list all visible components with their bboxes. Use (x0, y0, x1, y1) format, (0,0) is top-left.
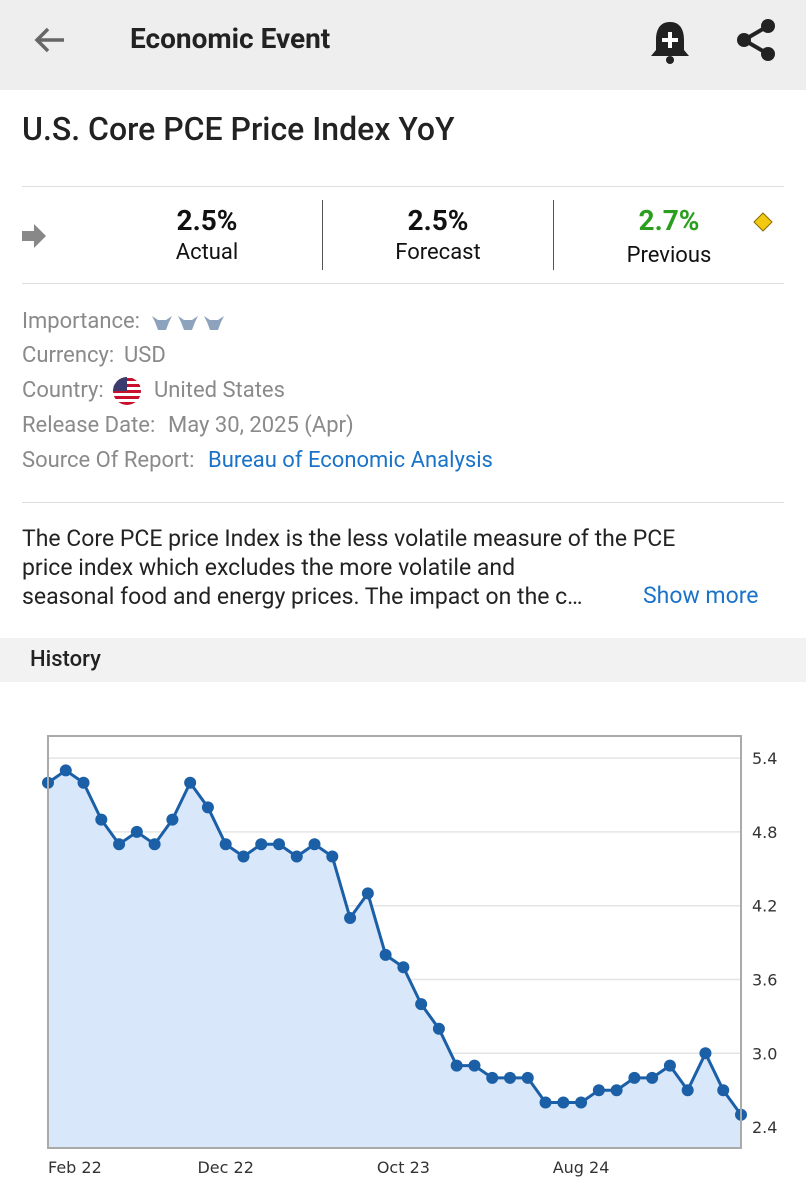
y-tick-label: 3.6 (752, 971, 777, 990)
currency-label: Currency: (22, 343, 115, 368)
back-button[interactable] (30, 22, 70, 58)
release-label: Release Date: (22, 413, 156, 438)
divider (322, 200, 323, 270)
actual-value: 2.5% (176, 204, 238, 237)
country-label: Country: (22, 378, 104, 403)
importance-label: Importance: (22, 309, 140, 334)
divider (22, 502, 784, 503)
y-tick-label: 2.4 (752, 1118, 777, 1137)
point (326, 850, 339, 863)
point (575, 1096, 588, 1109)
point (95, 813, 108, 826)
point (646, 1071, 659, 1084)
forecast-value: 2.5% (407, 204, 469, 237)
point (610, 1084, 623, 1097)
point (415, 998, 428, 1011)
point (397, 961, 410, 974)
previous-label: Previous (626, 243, 712, 268)
x-tick-label: Feb 22 (48, 1158, 102, 1177)
point (344, 912, 357, 925)
x-tick-label: Oct 23 (377, 1158, 430, 1177)
point (219, 838, 232, 851)
x-tick-label: Aug 24 (553, 1158, 610, 1177)
point (201, 801, 214, 814)
divider (22, 186, 784, 187)
point (379, 948, 392, 961)
point (486, 1071, 499, 1084)
point (113, 838, 126, 851)
point (717, 1084, 730, 1097)
point (450, 1059, 463, 1072)
x-tick-label: Dec 22 (197, 1158, 253, 1177)
point (290, 850, 303, 863)
point (592, 1084, 605, 1097)
source-label: Source Of Report: (22, 448, 195, 473)
point (539, 1096, 552, 1109)
country-value: United States (154, 378, 285, 403)
point (557, 1096, 570, 1109)
point (361, 887, 374, 900)
y-tick-label: 4.8 (752, 823, 777, 842)
point (521, 1071, 534, 1084)
flag-icon (113, 377, 141, 405)
point (681, 1084, 694, 1097)
importance-icons (152, 316, 224, 330)
actual-label: Actual (175, 240, 239, 265)
point (77, 776, 90, 789)
description-line: price index which excludes the more vola… (22, 554, 516, 581)
point (273, 838, 285, 851)
revised-icon (753, 212, 773, 232)
point (432, 1022, 445, 1035)
point (663, 1059, 676, 1072)
point (628, 1071, 641, 1084)
history-header: History (0, 638, 806, 682)
point (468, 1059, 481, 1072)
alert-button[interactable] (648, 18, 692, 66)
history-title: History (30, 647, 101, 672)
event-title: U.S. Core PCE Price Index YoY (22, 110, 455, 148)
divider (553, 200, 554, 270)
point (308, 838, 321, 851)
source-link[interactable]: Bureau of Economic Analysis (208, 448, 493, 473)
point (699, 1047, 712, 1060)
point (184, 776, 197, 789)
point (148, 838, 161, 851)
plot-border (47, 735, 742, 1149)
description-line: The Core PCE price Index is the less vol… (22, 525, 676, 552)
share-button[interactable] (734, 18, 778, 64)
description-line: seasonal food and energy prices. The imp… (22, 583, 583, 610)
y-tick-label: 4.2 (752, 897, 777, 916)
point (255, 838, 268, 851)
description: The Core PCE price Index is the less vol… (22, 524, 675, 611)
divider (22, 283, 784, 284)
chart: 2.4 3.0 3.6 4.2 4.8 5.4 Feb 22 Dec 22 Oct 23 Aug … (42, 735, 777, 1177)
y-tick-label: 3.0 (752, 1044, 777, 1063)
previous-value: 2.7% (638, 204, 700, 237)
currency-value: USD (124, 343, 166, 368)
show-more[interactable]: Show more (643, 582, 759, 609)
y-tick-label: 5.4 (752, 749, 777, 768)
area (48, 770, 741, 1148)
point (237, 850, 250, 863)
line (47, 768, 743, 1116)
release-value: May 30, 2025 (Apr) (168, 413, 354, 438)
point (166, 813, 179, 826)
app-title: Economic Event (130, 22, 331, 55)
point (130, 825, 143, 838)
forecast-label: Forecast (395, 240, 481, 265)
top-bar: Economic Event (0, 0, 806, 90)
point (59, 764, 72, 777)
point (504, 1071, 516, 1084)
arrow-icon (22, 224, 46, 248)
